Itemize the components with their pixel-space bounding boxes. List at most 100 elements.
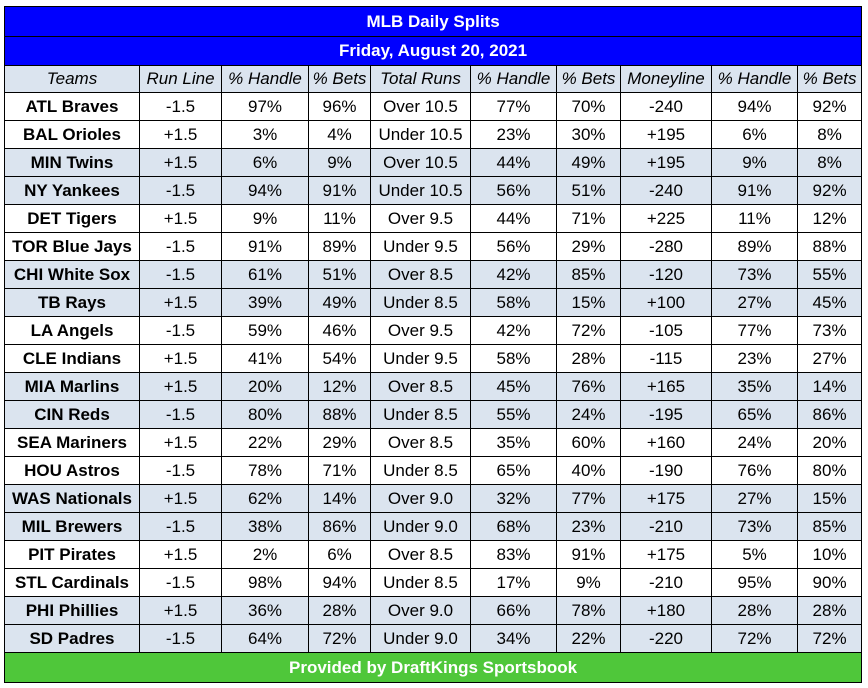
total-runs-handle: 58% — [470, 344, 557, 373]
moneyline-handle: 91% — [711, 176, 798, 205]
table-row: MIL Brewers -1.5 38% 86% Under 9.0 68% 23% -210… — [4, 512, 863, 541]
moneyline-handle: 5% — [711, 540, 798, 569]
run-line: -1.5 — [139, 176, 222, 205]
run-line: +1.5 — [139, 596, 222, 625]
splits-table-container: MLB Daily Splits Friday, August 20, 2021… — [3, 6, 863, 683]
table-row: MIA Marlins +1.5 20% 12% Over 8.5 45% 76% +165 3… — [4, 372, 863, 401]
table-date: Friday, August 20, 2021 — [3, 36, 863, 66]
run-line: -1.5 — [139, 316, 222, 345]
total-runs-handle: 66% — [470, 596, 557, 625]
moneyline: -115 — [620, 344, 712, 373]
moneyline-bets: 45% — [796, 288, 863, 317]
moneyline-bets: 86% — [796, 400, 863, 429]
table-row: CLE Indians +1.5 41% 54% Under 9.5 58% 28% -115… — [4, 344, 863, 373]
total-runs-bets: 91% — [556, 540, 621, 569]
moneyline: +160 — [620, 428, 712, 457]
moneyline-bets: 73% — [796, 316, 863, 345]
total-runs: Over 9.5 — [370, 204, 471, 233]
table-footer: Provided by DraftKings Sportsbook — [3, 652, 863, 683]
total-runs-bets: 15% — [556, 288, 621, 317]
run-line-bets: 88% — [308, 400, 371, 429]
total-runs-handle: 42% — [470, 316, 557, 345]
total-runs-bets: 71% — [556, 204, 621, 233]
moneyline-handle: 28% — [711, 596, 798, 625]
team-name: PHI Phillies — [4, 596, 140, 625]
moneyline-bets: 12% — [796, 204, 863, 233]
total-runs-bets: 29% — [556, 232, 621, 261]
run-line-bets: 9% — [308, 148, 371, 177]
run-line: +1.5 — [139, 288, 222, 317]
run-line-handle: 94% — [221, 176, 309, 205]
total-runs: Over 9.0 — [370, 484, 471, 513]
moneyline-handle: 11% — [711, 204, 798, 233]
run-line-bets: 91% — [308, 176, 371, 205]
total-runs-handle: 56% — [470, 176, 557, 205]
total-runs-handle: 35% — [470, 428, 557, 457]
moneyline-handle: 94% — [711, 92, 798, 121]
moneyline-bets: 8% — [796, 148, 863, 177]
total-runs-bets: 78% — [556, 596, 621, 625]
run-line: -1.5 — [139, 400, 222, 429]
total-runs: Under 10.5 — [370, 120, 471, 149]
moneyline-handle: 35% — [711, 372, 798, 401]
total-runs: Under 9.5 — [370, 232, 471, 261]
team-name: CLE Indians — [4, 344, 140, 373]
table-row: CIN Reds -1.5 80% 88% Under 8.5 55% 24% -195 65%… — [4, 400, 863, 429]
run-line-bets: 49% — [308, 288, 371, 317]
total-runs-bets: 28% — [556, 344, 621, 373]
moneyline-handle: 27% — [711, 288, 798, 317]
moneyline: -240 — [620, 176, 712, 205]
total-runs-handle: 58% — [470, 288, 557, 317]
moneyline: +165 — [620, 372, 712, 401]
table-row: ATL Braves -1.5 97% 96% Over 10.5 77% 70% -240 9… — [4, 92, 863, 121]
total-runs-bets: 49% — [556, 148, 621, 177]
mlb-splits-table: MLB Daily Splits Friday, August 20, 2021… — [3, 6, 863, 683]
run-line: +1.5 — [139, 344, 222, 373]
team-name: SEA Mariners — [4, 428, 140, 457]
total-runs: Under 9.0 — [370, 512, 471, 541]
moneyline-handle: 95% — [711, 568, 798, 597]
run-line: -1.5 — [139, 512, 222, 541]
total-runs: Under 9.5 — [370, 344, 471, 373]
team-name: HOU Astros — [4, 456, 140, 485]
moneyline-handle: 24% — [711, 428, 798, 457]
moneyline: +175 — [620, 540, 712, 569]
moneyline: +225 — [620, 204, 712, 233]
moneyline-handle: 27% — [711, 484, 798, 513]
team-name: SD Padres — [4, 624, 140, 653]
run-line-bets: 14% — [308, 484, 371, 513]
total-runs-handle: 45% — [470, 372, 557, 401]
run-line-handle: 78% — [221, 456, 309, 485]
moneyline: -240 — [620, 92, 712, 121]
moneyline: -280 — [620, 232, 712, 261]
run-line-bets: 86% — [308, 512, 371, 541]
run-line-bets: 11% — [308, 204, 371, 233]
total-runs-bets: 22% — [556, 624, 621, 653]
moneyline-bets: 15% — [796, 484, 863, 513]
column-header-row: Teams Run Line % Handle % Bets Total Run… — [4, 65, 863, 93]
table-row: WAS Nationals +1.5 62% 14% Over 9.0 32% 77% +17… — [4, 484, 863, 513]
run-line-bets: 28% — [308, 596, 371, 625]
header-moneyline: Moneyline — [620, 65, 712, 93]
total-runs-bets: 70% — [556, 92, 621, 121]
team-name: MIA Marlins — [4, 372, 140, 401]
run-line-handle: 39% — [221, 288, 309, 317]
team-name: TOR Blue Jays — [4, 232, 140, 261]
run-line: -1.5 — [139, 232, 222, 261]
header-run-line-bets: % Bets — [308, 65, 371, 93]
run-line-handle: 20% — [221, 372, 309, 401]
team-name: BAL Orioles — [4, 120, 140, 149]
table-row: PHI Phillies +1.5 36% 28% Over 9.0 66% 78% +180… — [4, 596, 863, 625]
run-line: +1.5 — [139, 148, 222, 177]
moneyline-bets: 10% — [796, 540, 863, 569]
table-row: CHI White Sox -1.5 61% 51% Over 8.5 42% 85% -12… — [4, 260, 863, 289]
total-runs-handle: 44% — [470, 204, 557, 233]
moneyline: -220 — [620, 624, 712, 653]
total-runs-bets: 77% — [556, 484, 621, 513]
run-line: -1.5 — [139, 92, 222, 121]
moneyline-handle: 77% — [711, 316, 798, 345]
total-runs-bets: 72% — [556, 316, 621, 345]
run-line-bets: 12% — [308, 372, 371, 401]
table-row: LA Angels -1.5 59% 46% Over 9.5 42% 72% -105 77%… — [4, 316, 863, 345]
header-total-runs-handle: % Handle — [470, 65, 557, 93]
